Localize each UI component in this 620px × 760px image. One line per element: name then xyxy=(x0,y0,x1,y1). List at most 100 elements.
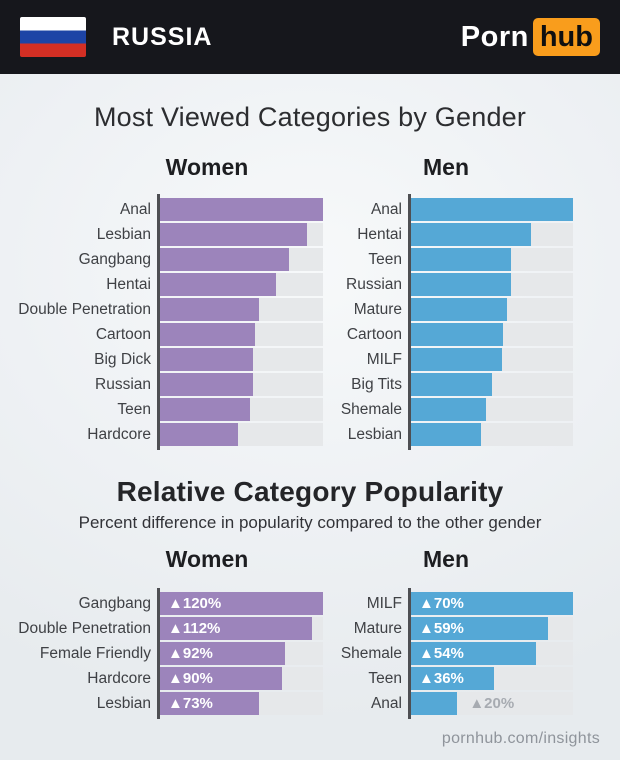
section2-charts: Gangbang ▲120% Double Penetration ▲112% … xyxy=(0,588,573,719)
bar-track xyxy=(160,398,323,421)
bar-row: MILF xyxy=(323,348,573,371)
bar-track xyxy=(411,348,573,371)
category-label: Anal xyxy=(370,201,402,218)
bar: ▲73% xyxy=(160,692,260,715)
bar-row: Hentai xyxy=(0,273,323,296)
axis-line xyxy=(408,194,411,450)
bar-track: ▲90% xyxy=(160,667,323,690)
bar-track xyxy=(411,298,573,321)
section1-charts: Anal Lesbian Gangbang Hentai Double Pene… xyxy=(0,194,573,450)
axis-line xyxy=(157,588,160,719)
bar xyxy=(160,423,239,446)
header-bar: RUSSIA Porn hub xyxy=(0,0,620,74)
category-label: Big Tits xyxy=(351,376,402,393)
category-label: Lesbian xyxy=(96,226,151,243)
bar-row: Anal ▲20% xyxy=(323,692,573,715)
bar xyxy=(160,273,276,296)
bar xyxy=(411,273,512,296)
bar xyxy=(160,248,289,271)
bar-track: ▲73% xyxy=(160,692,323,715)
category-label: Gangbang xyxy=(78,251,151,268)
bar xyxy=(411,248,512,271)
bar-track xyxy=(160,423,323,446)
category-label: Cartoon xyxy=(346,326,402,343)
bar-row: Shemale ▲54% xyxy=(323,642,573,665)
bar xyxy=(411,298,507,321)
category-label: Female Friendly xyxy=(39,645,151,662)
category-label: Double Penetration xyxy=(18,620,151,637)
axis-line xyxy=(408,588,411,719)
bar: ▲36% xyxy=(411,667,495,690)
category-label: Hardcore xyxy=(87,426,151,443)
bar-track: ▲59% xyxy=(411,617,573,640)
country-title: RUSSIA xyxy=(112,22,213,51)
bar xyxy=(411,323,504,346)
category-label: Lesbian xyxy=(96,695,151,712)
bar-row: Anal xyxy=(0,198,323,221)
bar-track xyxy=(160,198,323,221)
bar-row: Russian xyxy=(0,373,323,396)
bar xyxy=(411,348,502,371)
bar: ▲120% xyxy=(160,592,323,615)
section1-title: Most Viewed Categories by Gender xyxy=(93,102,527,132)
bar: ▲59% xyxy=(411,617,548,640)
category-label: Hentai xyxy=(357,226,402,243)
bar-row: Hardcore ▲90% xyxy=(0,667,323,690)
men-column-header: Men xyxy=(423,154,469,180)
bar xyxy=(160,348,253,371)
bar-row: Russian xyxy=(323,273,573,296)
delta-badge: ▲36% xyxy=(419,670,464,687)
logo-hub-badge: hub xyxy=(532,18,600,56)
bar-row: Teen xyxy=(323,248,573,271)
bar-track xyxy=(411,223,573,246)
category-label: Hentai xyxy=(106,276,151,293)
delta-badge: ▲112% xyxy=(168,620,221,637)
bar-track xyxy=(411,373,573,396)
category-label: Teen xyxy=(117,401,151,418)
category-label: Gangbang xyxy=(78,595,151,612)
bar xyxy=(411,198,573,221)
bar-row: Cartoon xyxy=(0,323,323,346)
bar-row: Cartoon xyxy=(323,323,573,346)
bar-track: ▲70% xyxy=(411,592,573,615)
category-label: Shemale xyxy=(340,401,402,418)
bar-row: Gangbang xyxy=(0,248,323,271)
bar-row: Big Tits xyxy=(323,373,573,396)
category-label: Russian xyxy=(346,276,402,293)
category-label: Russian xyxy=(95,376,151,393)
men-relative-chart: MILF ▲70% Mature ▲59% Shemale ▲54% Teen xyxy=(323,588,573,719)
bar-track xyxy=(411,273,573,296)
bar xyxy=(411,223,531,246)
bar-track xyxy=(160,373,323,396)
bar-track xyxy=(160,298,323,321)
category-label: Double Penetration xyxy=(18,301,151,318)
men-column-header: Men xyxy=(423,546,469,572)
bar-track xyxy=(411,323,573,346)
bar-track: ▲112% xyxy=(160,617,323,640)
bar-track: ▲54% xyxy=(411,642,573,665)
category-label: Lesbian xyxy=(347,426,402,443)
bar-row: Anal xyxy=(323,198,573,221)
bar-row: Female Friendly ▲92% xyxy=(0,642,323,665)
bar-row: Big Dick xyxy=(0,348,323,371)
bar-row: Lesbian xyxy=(0,223,323,246)
bar-row: Gangbang ▲120% xyxy=(0,592,323,615)
men-top-chart: Anal Hentai Teen Russian Mature Cartoon xyxy=(323,194,573,450)
delta-badge: ▲70% xyxy=(419,595,464,612)
category-label: MILF xyxy=(366,595,402,612)
section2-column-headers: Women Men xyxy=(0,546,620,572)
category-label: Hardcore xyxy=(87,670,151,687)
bar-row: Mature ▲59% xyxy=(323,617,573,640)
bar xyxy=(411,398,486,421)
bar-track: ▲92% xyxy=(160,642,323,665)
logo-porn-text: Porn xyxy=(460,20,529,53)
section2-subtitle: Percent difference in popularity compare… xyxy=(78,513,542,532)
bar: ▲70% xyxy=(411,592,573,615)
bar-row: Teen xyxy=(0,398,323,421)
category-label: Teen xyxy=(368,670,402,687)
category-label: Mature xyxy=(353,620,402,637)
bar-track xyxy=(411,198,573,221)
bar: ▲90% xyxy=(160,667,283,690)
bar-row: Mature xyxy=(323,298,573,321)
